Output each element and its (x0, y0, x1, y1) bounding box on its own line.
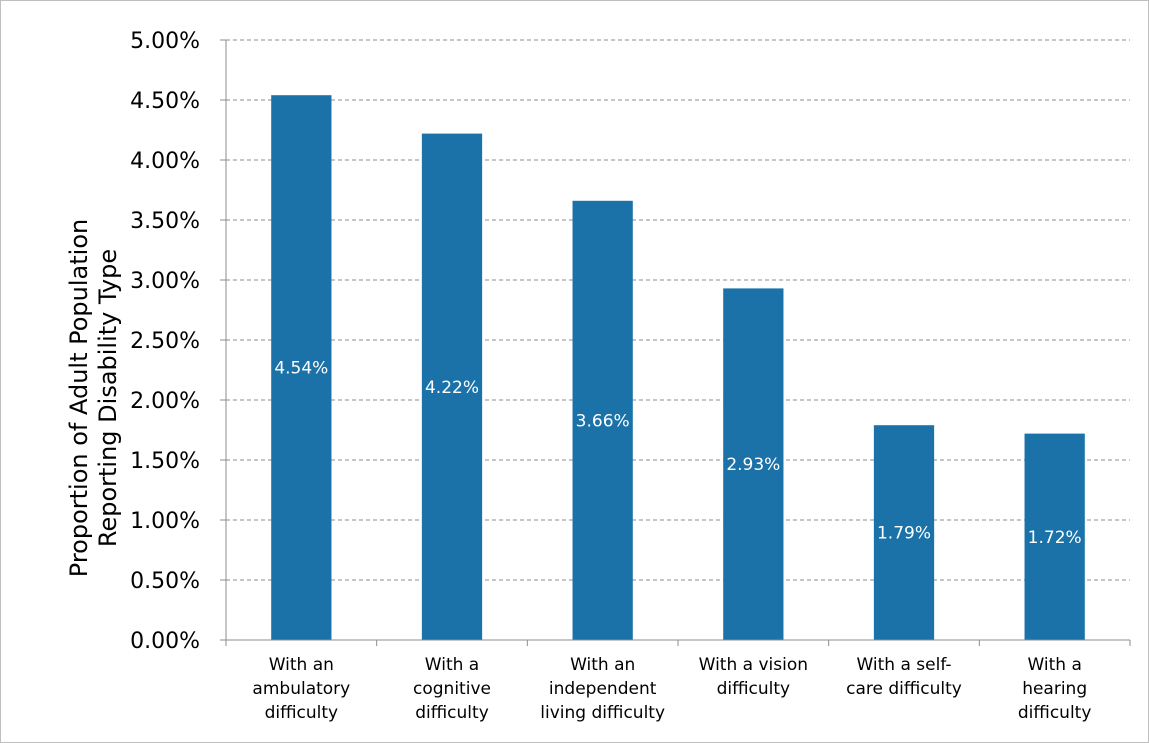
y-tick-label: 1.50% (130, 449, 200, 474)
y-tick-label: 4.00% (130, 149, 200, 174)
bar (873, 425, 935, 640)
x-category-label: With an independent living difficulty (540, 655, 665, 723)
y-axis-title: Proportion of Adult PopulationReporting … (65, 219, 122, 577)
y-tick-label: 3.00% (130, 269, 200, 294)
bars (271, 95, 1085, 641)
y-tick-label: 4.50% (130, 89, 200, 114)
bar (271, 95, 332, 640)
y-tick-label: 3.50% (130, 209, 200, 234)
bar (421, 133, 483, 640)
x-category-label: With a self-care difficulty (846, 655, 962, 699)
data-label: 2.93% (726, 455, 780, 475)
data-label: 4.54% (274, 359, 328, 379)
x-category-label: With an ambulatory difficulty (252, 655, 350, 723)
x-category-label: With a hearing difficulty (1018, 655, 1092, 723)
bar (572, 200, 633, 641)
gridlines (226, 39, 1130, 581)
y-tick-label: 0.00% (130, 629, 200, 654)
data-label: 4.22% (425, 378, 479, 398)
y-tick-label: 2.00% (130, 389, 200, 414)
axes (225, 40, 1131, 646)
x-category-label: With a vision difficulty (699, 655, 808, 699)
y-tick-label: 0.50% (130, 569, 200, 594)
x-category-labels: With an ambulatory difficulty With a cogniti… (252, 655, 1091, 723)
data-label: 3.66% (576, 411, 630, 431)
data-labels: 4.54% 4.22% 3.66% 2.93% 1.79% 1.72% (274, 359, 1081, 548)
bar (1024, 433, 1085, 640)
bar (723, 288, 784, 640)
y-tick-label: 5.00% (130, 29, 200, 54)
y-tick-labels: 0.00% 0.50% 1.00% 1.50% 2.00% 2.50% 3.00% 3.50%… (130, 29, 226, 654)
data-label: 1.79% (877, 524, 931, 544)
x-category-label: With a cognitive difficulty (413, 655, 491, 723)
y-tick-label: 2.50% (130, 329, 200, 354)
y-tick-label: 1.00% (130, 509, 200, 534)
data-label: 1.72% (1028, 528, 1082, 548)
